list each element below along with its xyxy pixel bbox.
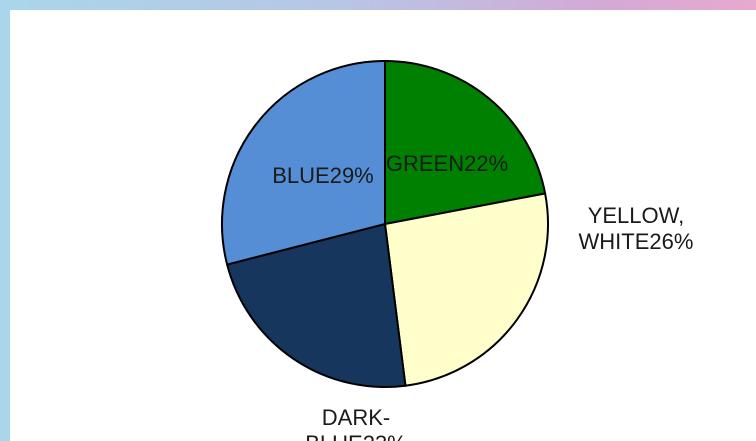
pie-slice-1 — [384, 192, 549, 387]
slide-canvas: GREEN22% YELLOW,WHITE26% DARK-BLUE23% BLUE2… — [10, 10, 756, 441]
pie-chart: GREEN22% YELLOW,WHITE26% DARK-BLUE23% BLUE2… — [221, 60, 693, 441]
pie-labels: GREEN22% YELLOW,WHITE26% DARK-BLUE23% BLUE2… — [272, 151, 693, 441]
pie-slice-0 — [384, 60, 547, 225]
pie-slice-label-2: DARK-BLUE23% — [305, 405, 407, 441]
pie-slice-label-1: YELLOW, WHITE26% — [579, 203, 694, 254]
pie-slice-3 — [221, 60, 386, 266]
pie-slices — [221, 60, 549, 388]
pie-slice-label-0: GREEN22% — [386, 151, 508, 176]
pie-slice-label-3: BLUE29% — [272, 163, 374, 188]
pie-slice-2 — [226, 223, 407, 388]
